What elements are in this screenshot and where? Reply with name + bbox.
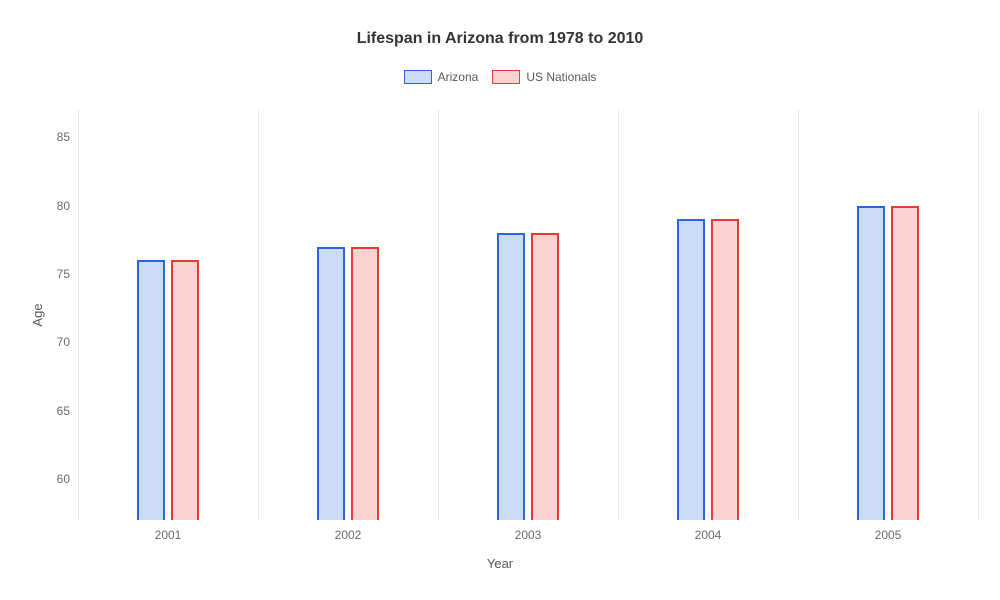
gridline-vertical bbox=[258, 110, 259, 520]
y-tick-label: 60 bbox=[57, 472, 78, 486]
gridline-vertical bbox=[438, 110, 439, 520]
bar-arizona-2002 bbox=[317, 247, 345, 520]
chart-title: Lifespan in Arizona from 1978 to 2010 bbox=[0, 30, 1000, 48]
gridline-vertical bbox=[618, 110, 619, 520]
bar-us-nationals-2004 bbox=[711, 219, 739, 520]
y-tick-label: 85 bbox=[57, 130, 78, 144]
legend-swatch bbox=[492, 70, 520, 84]
bar-us-nationals-2005 bbox=[891, 206, 919, 520]
x-tick-label: 2001 bbox=[155, 520, 182, 542]
chart-legend: Arizona US Nationals bbox=[0, 70, 1000, 84]
bar-us-nationals-2003 bbox=[531, 233, 559, 520]
bar-arizona-2001 bbox=[137, 260, 165, 520]
legend-swatch bbox=[404, 70, 432, 84]
legend-item-us-nationals: US Nationals bbox=[492, 70, 596, 84]
x-axis-label: Year bbox=[0, 556, 1000, 571]
gridline-vertical bbox=[978, 110, 979, 520]
gridline-vertical bbox=[78, 110, 79, 520]
x-tick-label: 2005 bbox=[875, 520, 902, 542]
gridline-vertical bbox=[798, 110, 799, 520]
bar-arizona-2004 bbox=[677, 219, 705, 520]
legend-item-arizona: Arizona bbox=[404, 70, 479, 84]
bar-us-nationals-2002 bbox=[351, 247, 379, 520]
plot-area: 60657075808520012002200320042005 bbox=[78, 110, 978, 520]
bar-arizona-2005 bbox=[857, 206, 885, 520]
x-tick-label: 2003 bbox=[515, 520, 542, 542]
bar-arizona-2003 bbox=[497, 233, 525, 520]
legend-label: Arizona bbox=[438, 70, 479, 84]
y-tick-label: 70 bbox=[57, 335, 78, 349]
lifespan-chart: Lifespan in Arizona from 1978 to 2010 Ar… bbox=[0, 0, 1000, 600]
y-tick-label: 75 bbox=[57, 267, 78, 281]
bar-us-nationals-2001 bbox=[171, 260, 199, 520]
y-axis-label: Age bbox=[30, 303, 45, 326]
y-tick-label: 80 bbox=[57, 199, 78, 213]
y-tick-label: 65 bbox=[57, 404, 78, 418]
x-tick-label: 2002 bbox=[335, 520, 362, 542]
legend-label: US Nationals bbox=[526, 70, 596, 84]
x-tick-label: 2004 bbox=[695, 520, 722, 542]
